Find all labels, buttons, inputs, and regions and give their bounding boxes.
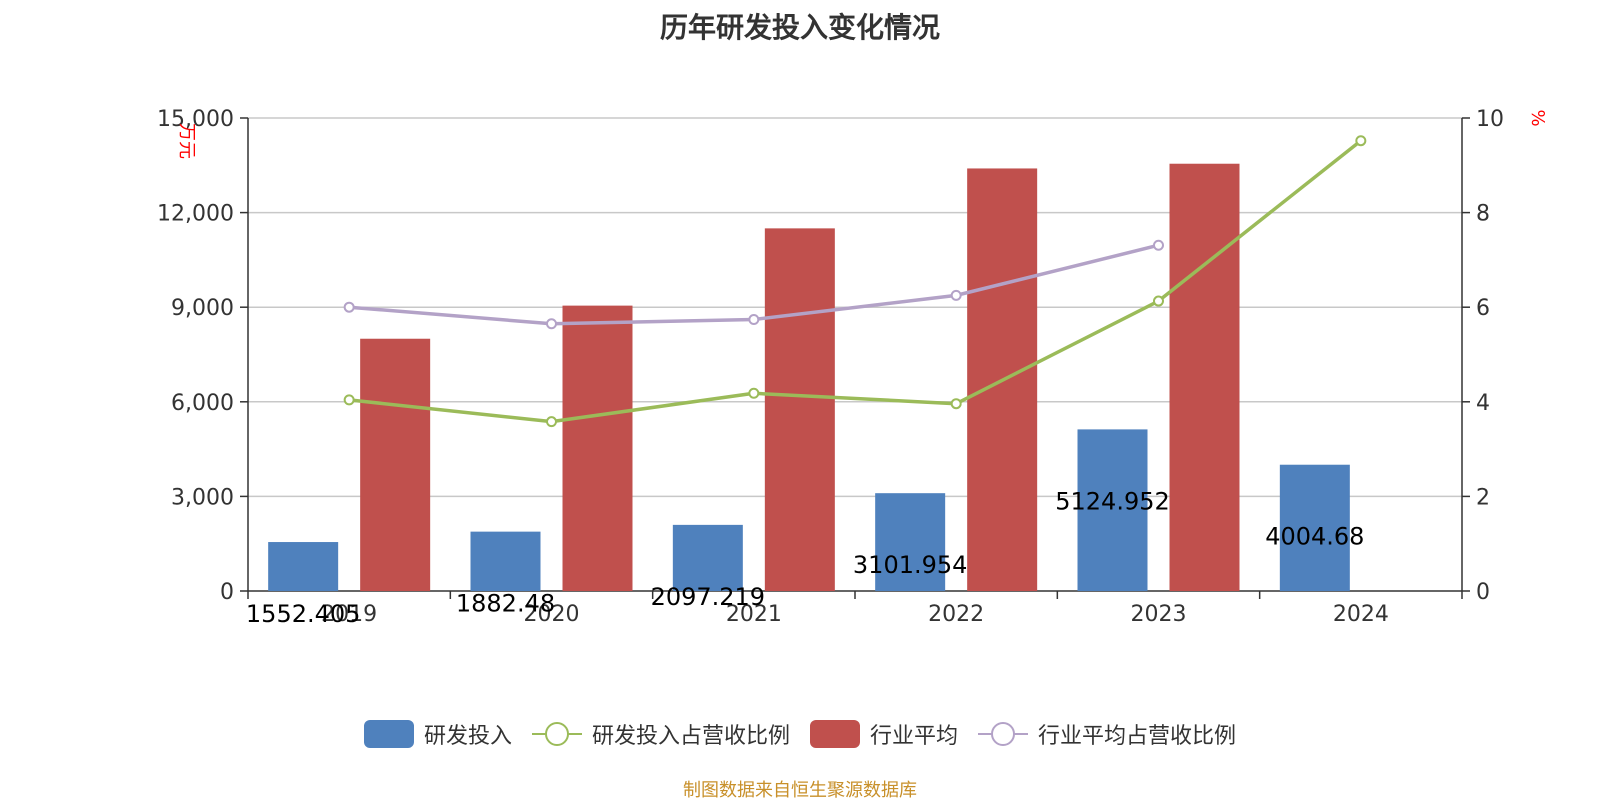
bar-data-label: 2097.219 [651,583,766,611]
bar-rd-investment [1279,464,1350,591]
legend-label-rd-investment: 研发投入 [423,724,512,749]
bar-industry-average [1169,163,1240,591]
label-layer: 1552.405 1882.48 2097.219 3101.954 5124.952 4… [246,487,1365,628]
x-tick-label: 2019 [321,602,377,627]
x-tick-label: 2022 [928,602,984,627]
legend-label-industry-ratio: 行业平均占营收比例 [1038,724,1237,749]
bar-data-label: 1882.48 [456,590,555,618]
y-right-tick-label: 10 [1476,107,1504,132]
legend-item-rd-investment[interactable]: 研发投入 [363,718,512,750]
y-right-tick-label: 2 [1476,485,1490,510]
legend-swatch-industry-ratio [978,720,1029,748]
y-left-tick-label: 12,000 [157,202,234,227]
line-rd-ratio [348,139,1362,424]
point-industry-ratio [748,313,760,325]
bar-industry-average [764,228,835,591]
y-right-tick-label: 0 [1476,580,1490,605]
legend-item-industry-average[interactable]: 行业平均 [810,718,958,750]
bar-data-label: 5124.952 [1055,487,1170,515]
bar-rd-investment [875,493,946,591]
legend-label-industry-average: 行业平均 [870,724,959,749]
y-right-tick-label: 8 [1476,202,1490,227]
point-industry-ratio [950,289,962,301]
bar-industry-average [562,305,633,591]
chart-legend: 研发投入 研发投入占营收比例 行业平均 行业平均占营收比例 [0,718,1600,750]
legend-swatch-rd-investment [363,720,414,748]
point-rd-ratio [748,387,760,399]
legend-item-rd-ratio[interactable]: 研发投入占营收比例 [531,718,790,750]
chart-svg: 0 3,000 6,000 9,000 12,000 15,000 0 2 4 6 8 10 万元% 20… [157,107,1548,628]
x-tick-label: 2023 [1131,602,1187,627]
point-rd-ratio [546,416,557,428]
bar-data-label: 4004.68 [1265,523,1364,551]
y-left-axis-title: 万元 [176,123,197,159]
y-right-tick-label: 4 [1476,391,1490,416]
bar-rd-investment [1077,429,1148,591]
x-tick-label: 2024 [1333,602,1389,627]
axis-layer: 0 3,000 6,000 9,000 12,000 15,000 0 2 4 6 8 10 万元% 20… [157,107,1548,627]
data-source-note: 制图数据来自恒生聚源数据库 [683,780,917,801]
point-rd-ratio [343,394,355,406]
bar-rd-investment [268,542,339,591]
point-industry-ratio [1153,239,1164,251]
y-right-axis-title: % [1527,109,1548,126]
point-rd-ratio [950,398,962,410]
chart-title: 历年研发投入变化情况 [659,11,940,44]
point-rd-ratio [1153,295,1164,307]
bar-data-label: 3101.954 [853,551,968,579]
bar-data-label: 1552.405 [246,600,361,628]
y-left-tick-label: 6,000 [171,391,234,416]
legend-swatch-rd-ratio [531,720,582,748]
legend-swatch-industry-average [810,720,860,748]
bar-layer [268,163,1350,591]
bar-industry-average [360,338,431,591]
y-right-tick-label: 6 [1476,296,1490,321]
point-industry-ratio [546,318,557,330]
y-left-tick-label: 3,000 [171,485,234,510]
y-left-tick-label: 15,000 [157,107,234,132]
bar-rd-investment [672,524,743,591]
legend-label-rd-ratio: 研发投入占营收比例 [591,724,790,749]
line-layer [343,135,1367,428]
legend-item-industry-ratio[interactable]: 行业平均占营收比例 [978,718,1236,750]
x-tick-label: 2021 [726,602,782,627]
x-tick-label: 2020 [524,602,580,627]
point-rd-ratio [1355,135,1367,147]
y-left-tick-label: 9,000 [171,296,234,321]
point-industry-ratio [343,301,355,313]
y-left-tick-label: 0 [220,580,234,605]
bar-rd-investment [470,531,541,591]
